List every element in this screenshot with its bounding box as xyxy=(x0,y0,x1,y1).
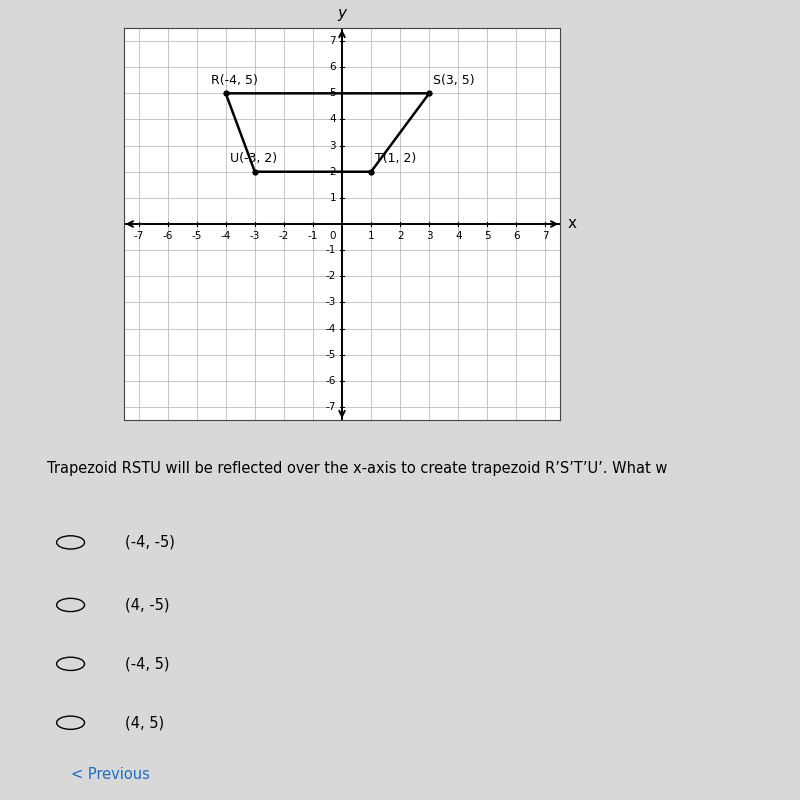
Text: 0: 0 xyxy=(330,231,336,242)
Text: -3: -3 xyxy=(326,298,336,307)
Text: -6: -6 xyxy=(162,231,173,242)
Text: (4, -5): (4, -5) xyxy=(125,598,170,613)
Text: 2: 2 xyxy=(330,166,336,177)
Text: -7: -7 xyxy=(134,231,144,242)
Text: -7: -7 xyxy=(326,402,336,412)
Text: R(-4, 5): R(-4, 5) xyxy=(211,74,258,86)
Text: S(3, 5): S(3, 5) xyxy=(433,74,474,86)
Text: 6: 6 xyxy=(330,62,336,72)
Text: 3: 3 xyxy=(426,231,433,242)
Text: -6: -6 xyxy=(326,376,336,386)
Text: 5: 5 xyxy=(330,88,336,98)
Text: (-4, 5): (-4, 5) xyxy=(125,656,170,671)
Text: 5: 5 xyxy=(484,231,490,242)
Text: 2: 2 xyxy=(397,231,403,242)
Text: -4: -4 xyxy=(326,323,336,334)
Text: 1: 1 xyxy=(330,193,336,203)
Text: -2: -2 xyxy=(278,231,289,242)
Text: T(1, 2): T(1, 2) xyxy=(374,152,416,166)
Text: 7: 7 xyxy=(542,231,549,242)
Text: 3: 3 xyxy=(330,141,336,150)
Text: 7: 7 xyxy=(330,36,336,46)
Text: < Previous: < Previous xyxy=(70,766,150,782)
Text: 6: 6 xyxy=(513,231,520,242)
Text: -5: -5 xyxy=(191,231,202,242)
Text: (-4, -5): (-4, -5) xyxy=(125,535,174,550)
Text: -1: -1 xyxy=(308,231,318,242)
Text: 4: 4 xyxy=(330,114,336,125)
Text: 4: 4 xyxy=(455,231,462,242)
Text: -3: -3 xyxy=(250,231,260,242)
Text: -4: -4 xyxy=(221,231,231,242)
Text: x: x xyxy=(567,217,576,231)
Text: -2: -2 xyxy=(326,271,336,282)
Text: (4, 5): (4, 5) xyxy=(125,715,164,730)
Text: U(-3, 2): U(-3, 2) xyxy=(230,152,278,166)
Text: -5: -5 xyxy=(326,350,336,360)
Text: Trapezoid RSTU will be reflected over the x-axis to create trapezoid R’S’T’U’. W: Trapezoid RSTU will be reflected over th… xyxy=(47,462,668,477)
Text: 1: 1 xyxy=(368,231,374,242)
Text: y: y xyxy=(338,6,346,22)
Text: -1: -1 xyxy=(326,245,336,255)
